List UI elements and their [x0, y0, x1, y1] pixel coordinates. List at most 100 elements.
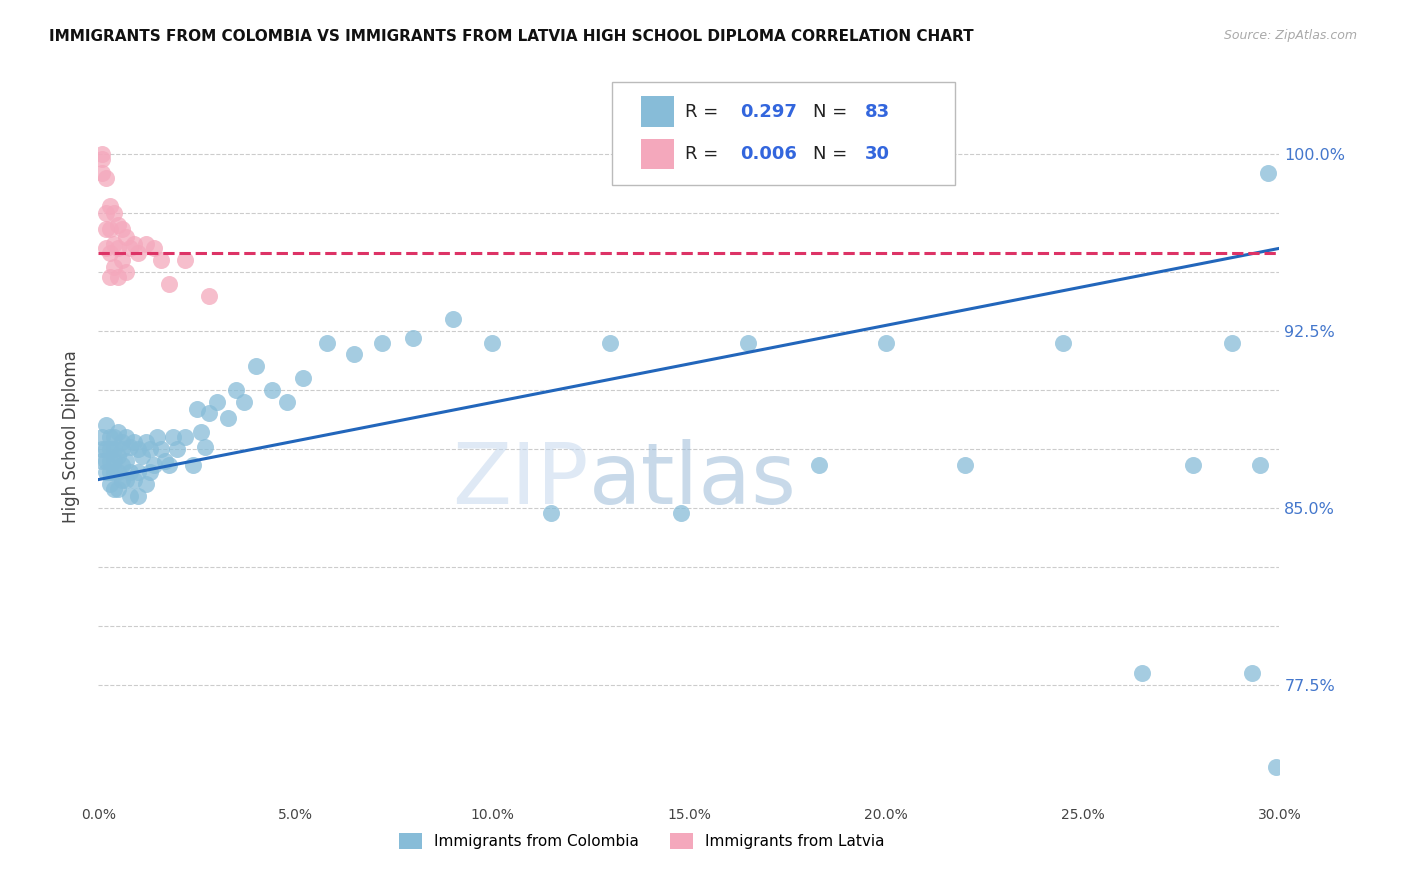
Point — [118, 489, 141, 503]
Text: N =: N = — [813, 103, 853, 120]
Point — [96, 453, 118, 467]
Point — [111, 442, 134, 456]
Point — [91, 430, 114, 444]
Point — [107, 425, 129, 440]
Point — [174, 253, 197, 268]
Point — [135, 236, 157, 251]
Point — [127, 466, 149, 480]
Text: 83: 83 — [865, 103, 890, 120]
Point — [98, 222, 121, 236]
Point — [1249, 458, 1271, 473]
Point — [107, 466, 129, 480]
Point — [96, 170, 118, 185]
Point — [107, 482, 129, 496]
Point — [118, 241, 141, 255]
Point — [1130, 666, 1153, 681]
Point — [98, 430, 121, 444]
Point — [146, 430, 169, 444]
Point — [91, 152, 114, 166]
Text: 0.006: 0.006 — [740, 145, 797, 163]
Point — [150, 442, 173, 456]
Point — [107, 269, 129, 284]
Point — [115, 453, 138, 467]
Point — [540, 506, 562, 520]
FancyBboxPatch shape — [612, 82, 955, 185]
Point — [260, 383, 283, 397]
Point — [111, 253, 134, 268]
Point — [91, 453, 114, 467]
Point — [115, 473, 138, 487]
Point — [98, 466, 121, 480]
Y-axis label: High School Diploma: High School Diploma — [62, 351, 80, 524]
Point — [315, 335, 337, 350]
Point — [138, 466, 160, 480]
Point — [96, 222, 118, 236]
Point — [103, 442, 125, 456]
Point — [807, 458, 830, 473]
Point — [103, 482, 125, 496]
Point — [225, 383, 247, 397]
Text: 30: 30 — [865, 145, 890, 163]
Point — [122, 473, 145, 487]
Point — [245, 359, 267, 374]
Point — [155, 453, 177, 467]
Point — [233, 394, 256, 409]
Point — [1240, 666, 1263, 681]
FancyBboxPatch shape — [641, 96, 673, 127]
Point — [669, 506, 692, 520]
Text: R =: R = — [685, 103, 724, 120]
Text: 0.297: 0.297 — [740, 103, 797, 120]
Point — [103, 260, 125, 275]
Point — [1052, 335, 1074, 350]
Point — [1220, 335, 1243, 350]
Point — [205, 394, 228, 409]
Point — [181, 458, 204, 473]
Point — [111, 434, 134, 449]
Point — [115, 229, 138, 244]
Point — [107, 449, 129, 463]
Point — [127, 489, 149, 503]
Point — [91, 166, 114, 180]
Point — [127, 442, 149, 456]
Point — [96, 241, 118, 255]
Point — [103, 466, 125, 480]
Point — [157, 458, 180, 473]
Point — [118, 440, 141, 454]
Point — [118, 466, 141, 480]
Point — [103, 430, 125, 444]
Point — [1264, 760, 1286, 774]
Point — [217, 411, 239, 425]
FancyBboxPatch shape — [641, 138, 673, 169]
Text: IMMIGRANTS FROM COLOMBIA VS IMMIGRANTS FROM LATVIA HIGH SCHOOL DIPLOMA CORRELATI: IMMIGRANTS FROM COLOMBIA VS IMMIGRANTS F… — [49, 29, 974, 44]
Point — [292, 371, 315, 385]
Point — [343, 347, 366, 361]
Point — [138, 442, 160, 456]
Text: Source: ZipAtlas.com: Source: ZipAtlas.com — [1223, 29, 1357, 42]
Point — [875, 335, 897, 350]
Text: ZIP: ZIP — [453, 440, 589, 523]
Point — [111, 473, 134, 487]
Point — [98, 453, 121, 467]
Point — [402, 331, 425, 345]
Point — [441, 312, 464, 326]
Point — [197, 288, 219, 302]
Point — [98, 269, 121, 284]
Point — [103, 453, 125, 467]
Point — [96, 442, 118, 456]
Point — [1257, 166, 1279, 180]
Text: R =: R = — [685, 145, 724, 163]
Point — [276, 394, 298, 409]
Point — [174, 430, 197, 444]
Point — [135, 477, 157, 491]
Point — [122, 236, 145, 251]
Point — [953, 458, 976, 473]
Point — [197, 407, 219, 421]
Point — [103, 206, 125, 220]
Point — [157, 277, 180, 291]
Point — [162, 430, 184, 444]
Point — [98, 246, 121, 260]
Point — [107, 218, 129, 232]
Point — [115, 430, 138, 444]
Text: N =: N = — [813, 145, 853, 163]
Point — [190, 425, 212, 440]
